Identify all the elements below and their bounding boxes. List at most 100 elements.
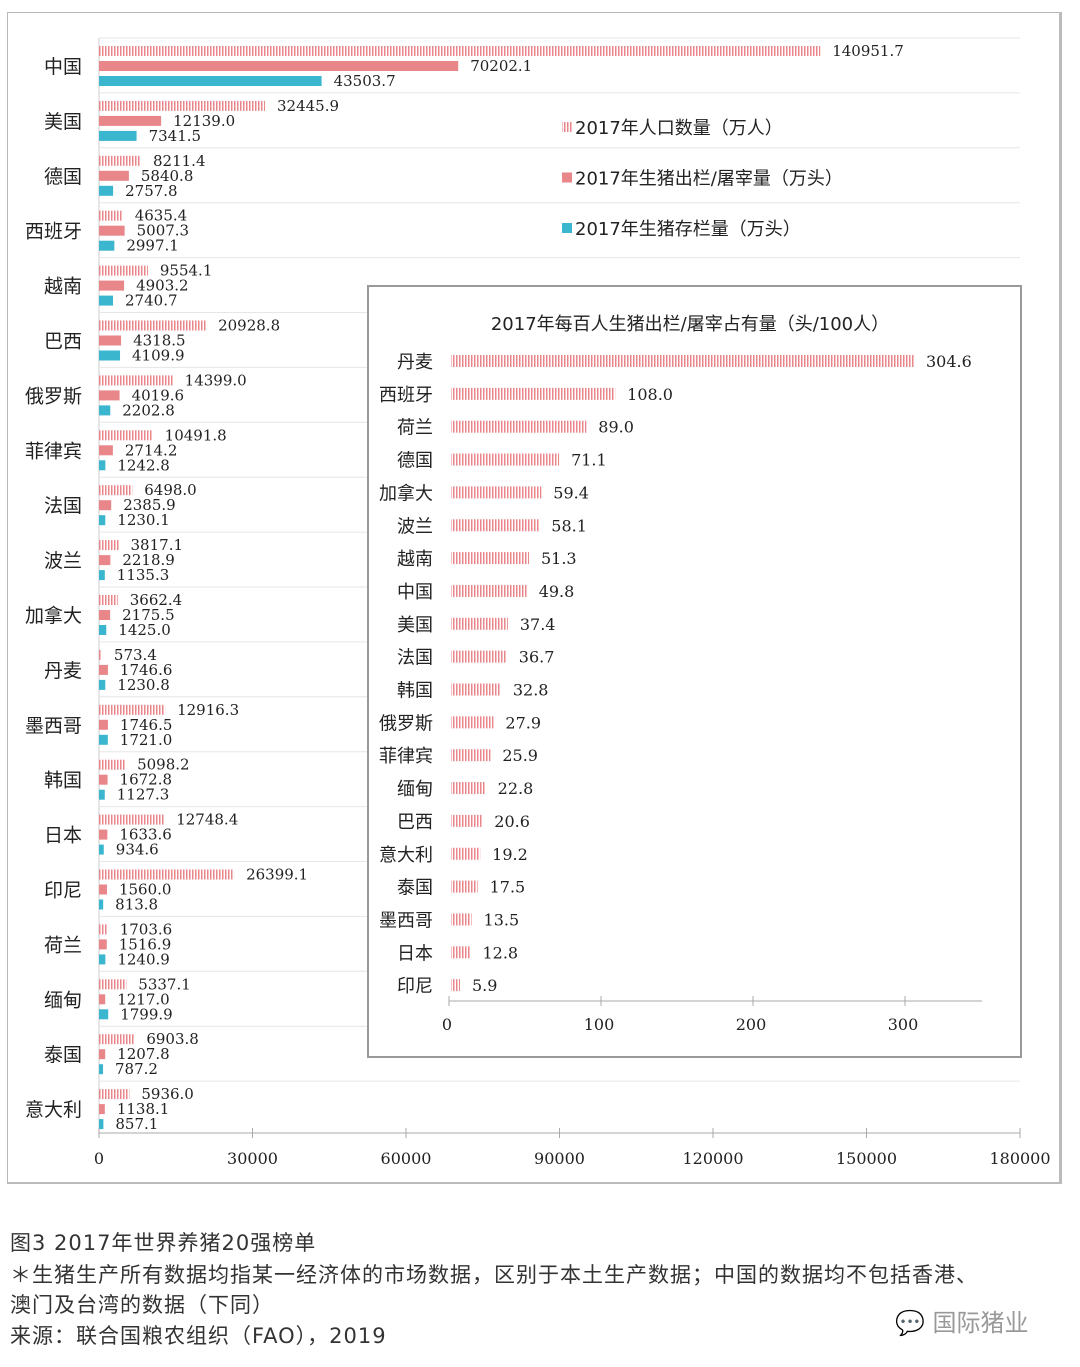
inset-x-tick-label: 0 (442, 1015, 452, 1034)
data-label: 1242.8 (117, 456, 170, 474)
inset-bar (451, 420, 587, 433)
data-label: 1138.1 (117, 1100, 169, 1118)
bar-slaughter (99, 280, 125, 291)
category-label: 日本 (44, 825, 82, 847)
data-label: 3662.4 (130, 591, 183, 609)
bar-slaughter (99, 170, 129, 181)
chart-frame (7, 12, 1062, 1184)
bar-stock (99, 789, 105, 800)
inset-data-label: 36.7 (519, 648, 555, 667)
category-label: 意大利 (25, 1099, 82, 1121)
inset-category-label: 越南 (397, 549, 433, 570)
bar-population (99, 759, 126, 770)
caption-title: 图3 2017年世界养猪20强榜单 (10, 1231, 317, 1255)
category-label: 西班牙 (25, 221, 82, 243)
data-label: 7341.5 (149, 127, 202, 145)
x-tick-label: 150000 (836, 1149, 897, 1168)
inset-category-label: 美国 (397, 615, 433, 636)
data-label: 1207.8 (117, 1045, 169, 1063)
watermark-text: 国际猪业 (932, 1309, 1029, 1337)
inset-category-label: 丹麦 (397, 352, 433, 373)
bar-slaughter (99, 555, 111, 566)
bar-population (99, 924, 108, 935)
data-label: 1217.0 (117, 990, 170, 1008)
bar-stock (99, 405, 111, 416)
category-label: 墨西哥 (25, 715, 82, 737)
inset-category-label: 荷兰 (397, 418, 433, 439)
bar-population (99, 814, 165, 825)
inset-bar (451, 387, 616, 400)
chart-svg: 中国 140951.7 70202.1 43503.7 美国 32445.9 12139.0… (25, 37, 1051, 1168)
data-label: 1633.6 (119, 826, 171, 844)
bar-population (99, 485, 133, 496)
inset-data-label: 25.9 (502, 746, 538, 765)
category-label: 荷兰 (44, 934, 82, 956)
data-label: 857.1 (115, 1115, 158, 1133)
category-label: 法国 (44, 495, 82, 517)
caption-source: 来源：联合国粮农组织（FAO），2019 (10, 1324, 387, 1348)
data-label: 4109.9 (132, 347, 185, 365)
data-label: 573.4 (114, 646, 157, 664)
inset-bar (451, 453, 560, 466)
inset-category-label: 巴西 (397, 812, 433, 833)
bar-stock (99, 295, 114, 306)
bar-slaughter (99, 1049, 106, 1060)
bar-population (99, 430, 153, 441)
inset-data-label: 12.8 (482, 943, 518, 962)
data-label: 4635.4 (135, 207, 188, 225)
inset-bar (451, 552, 529, 565)
inset-data-label: 19.2 (492, 845, 528, 864)
data-label: 14399.0 (185, 371, 247, 389)
bar-slaughter (99, 445, 113, 456)
x-tick-label: 30000 (227, 1149, 278, 1168)
bar-slaughter (99, 884, 107, 895)
data-label: 2740.7 (125, 292, 178, 310)
inset-bar (451, 814, 483, 827)
data-label: 4318.5 (133, 332, 186, 350)
data-label: 12916.3 (177, 701, 239, 719)
bar-slaughter (99, 829, 108, 840)
data-label: 1672.8 (120, 771, 173, 789)
bar-population (99, 320, 207, 331)
data-label: 5936.0 (141, 1085, 194, 1103)
bar-stock (99, 460, 106, 471)
bar-stock (99, 515, 106, 526)
data-label: 8211.4 (153, 152, 206, 170)
bar-population (99, 595, 118, 605)
legend-label: 2017年生猪存栏量（万头） (575, 219, 801, 240)
inset-category-label: 韩国 (397, 681, 433, 702)
inset-bar (451, 979, 460, 992)
legend-swatch (562, 172, 572, 183)
bar-stock (99, 954, 106, 965)
data-label: 1516.9 (119, 935, 172, 953)
data-label: 787.2 (115, 1060, 158, 1078)
bar-stock (99, 240, 115, 251)
inset-bar (451, 519, 540, 532)
bar-slaughter (99, 664, 108, 675)
category-label: 韩国 (44, 770, 82, 792)
inset-bar (451, 913, 472, 926)
data-label: 2757.8 (125, 182, 178, 200)
bar-stock (99, 570, 105, 581)
bar-population (99, 540, 119, 551)
inset-data-label: 59.4 (553, 483, 589, 502)
data-label: 2714.2 (125, 441, 178, 459)
category-label: 缅甸 (44, 989, 82, 1011)
inset-data-label: 58.1 (551, 516, 587, 535)
data-label: 1560.0 (119, 881, 171, 899)
data-label: 3817.1 (131, 536, 184, 554)
legend-swatch (562, 223, 572, 233)
bar-population (99, 375, 173, 386)
bar-population (99, 100, 266, 111)
data-label: 43503.7 (334, 72, 396, 90)
inset-data-label: 20.6 (494, 812, 530, 831)
inset-data-label: 37.4 (520, 615, 556, 634)
data-label: 1721.0 (120, 731, 173, 749)
inset-bar (451, 716, 494, 729)
bar-stock (99, 899, 104, 910)
wechat-icon: 💬 (895, 1309, 925, 1337)
inset-data-label: 32.8 (513, 681, 549, 700)
data-label: 2218.9 (122, 551, 174, 569)
legend-swatch (562, 122, 572, 132)
inset-bar (451, 683, 501, 696)
